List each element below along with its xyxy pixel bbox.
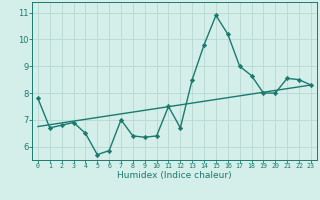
- X-axis label: Humidex (Indice chaleur): Humidex (Indice chaleur): [117, 171, 232, 180]
